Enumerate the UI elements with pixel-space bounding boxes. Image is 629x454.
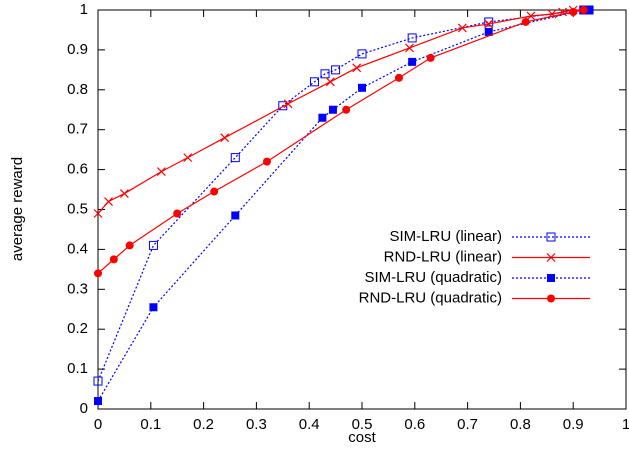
x-axis-label: cost [348,429,376,446]
marker [328,105,337,114]
marker [173,209,182,218]
marker [352,63,362,73]
marker [183,153,193,163]
y-tick-label: 0 [80,400,88,417]
marker [262,157,271,166]
marker [408,57,417,66]
x-tick-label: 0.5 [352,416,373,433]
marker [210,187,219,196]
marker [94,397,102,406]
marker [93,376,103,386]
x-tick-label: 0.8 [510,416,531,433]
marker [331,65,341,75]
marker [104,197,113,206]
y-tick-label: 0.5 [67,200,88,217]
marker [230,153,240,163]
y-tick-label: 0.7 [67,121,88,138]
marker [357,49,367,59]
x-tick-label: 0 [94,416,102,433]
marker [394,73,403,82]
x-tick-label: 0.7 [457,416,478,433]
marker [569,7,578,16]
marker [231,211,240,220]
y-tick-label: 0.4 [67,240,88,257]
marker [149,303,158,312]
marker [283,99,293,109]
marker [320,69,330,79]
marker [579,6,588,14]
y-axis-label: average reward [9,157,26,261]
marker [94,269,102,278]
marker [484,17,494,27]
marker [484,27,493,36]
x-tick-label: 0.2 [193,416,214,433]
legend-label: SIM-LRU (linear) [389,228,502,245]
legend-marker [546,232,556,242]
series-line [97,9,584,214]
marker [342,105,351,114]
marker [484,19,494,29]
marker [318,113,327,122]
marker [325,77,335,87]
marker [407,33,417,43]
marker [521,17,530,26]
legend-label: RND-LRU (linear) [384,248,502,265]
y-tick-label: 1 [80,1,88,18]
x-tick-label: 0.3 [246,416,267,433]
y-tick-label: 0.6 [67,161,88,178]
marker [426,53,435,62]
marker [148,240,158,250]
marker [309,77,319,87]
legend-marker [547,274,555,282]
x-tick-label: 0.4 [299,416,320,433]
marker [109,255,118,264]
marker [220,133,230,143]
x-tick-label: 0.6 [404,416,425,433]
legend-marker [546,253,556,262]
y-tick-label: 0.8 [67,81,88,98]
marker [119,189,129,198]
y-tick-label: 0.1 [67,360,88,377]
series-line [97,9,590,402]
y-tick-label: 0.3 [67,280,88,297]
marker [526,11,536,21]
marker [405,43,414,53]
x-tick-label: 0.1 [140,416,161,433]
marker [93,209,103,218]
x-tick-label: 0.9 [563,416,584,433]
marker [585,6,594,14]
marker [125,241,134,250]
legend-label: SIM-LRU (quadratic) [364,269,502,286]
y-tick-label: 0.9 [67,41,88,58]
marker [358,83,366,92]
legend-label: RND-LRU (quadratic) [359,289,502,306]
marker [156,167,166,177]
series-line [97,9,584,274]
marker [457,23,467,33]
series-line [97,9,590,382]
x-tick-label: 1 [622,416,629,433]
y-tick-label: 0.2 [67,320,88,337]
legend-marker [547,294,555,303]
